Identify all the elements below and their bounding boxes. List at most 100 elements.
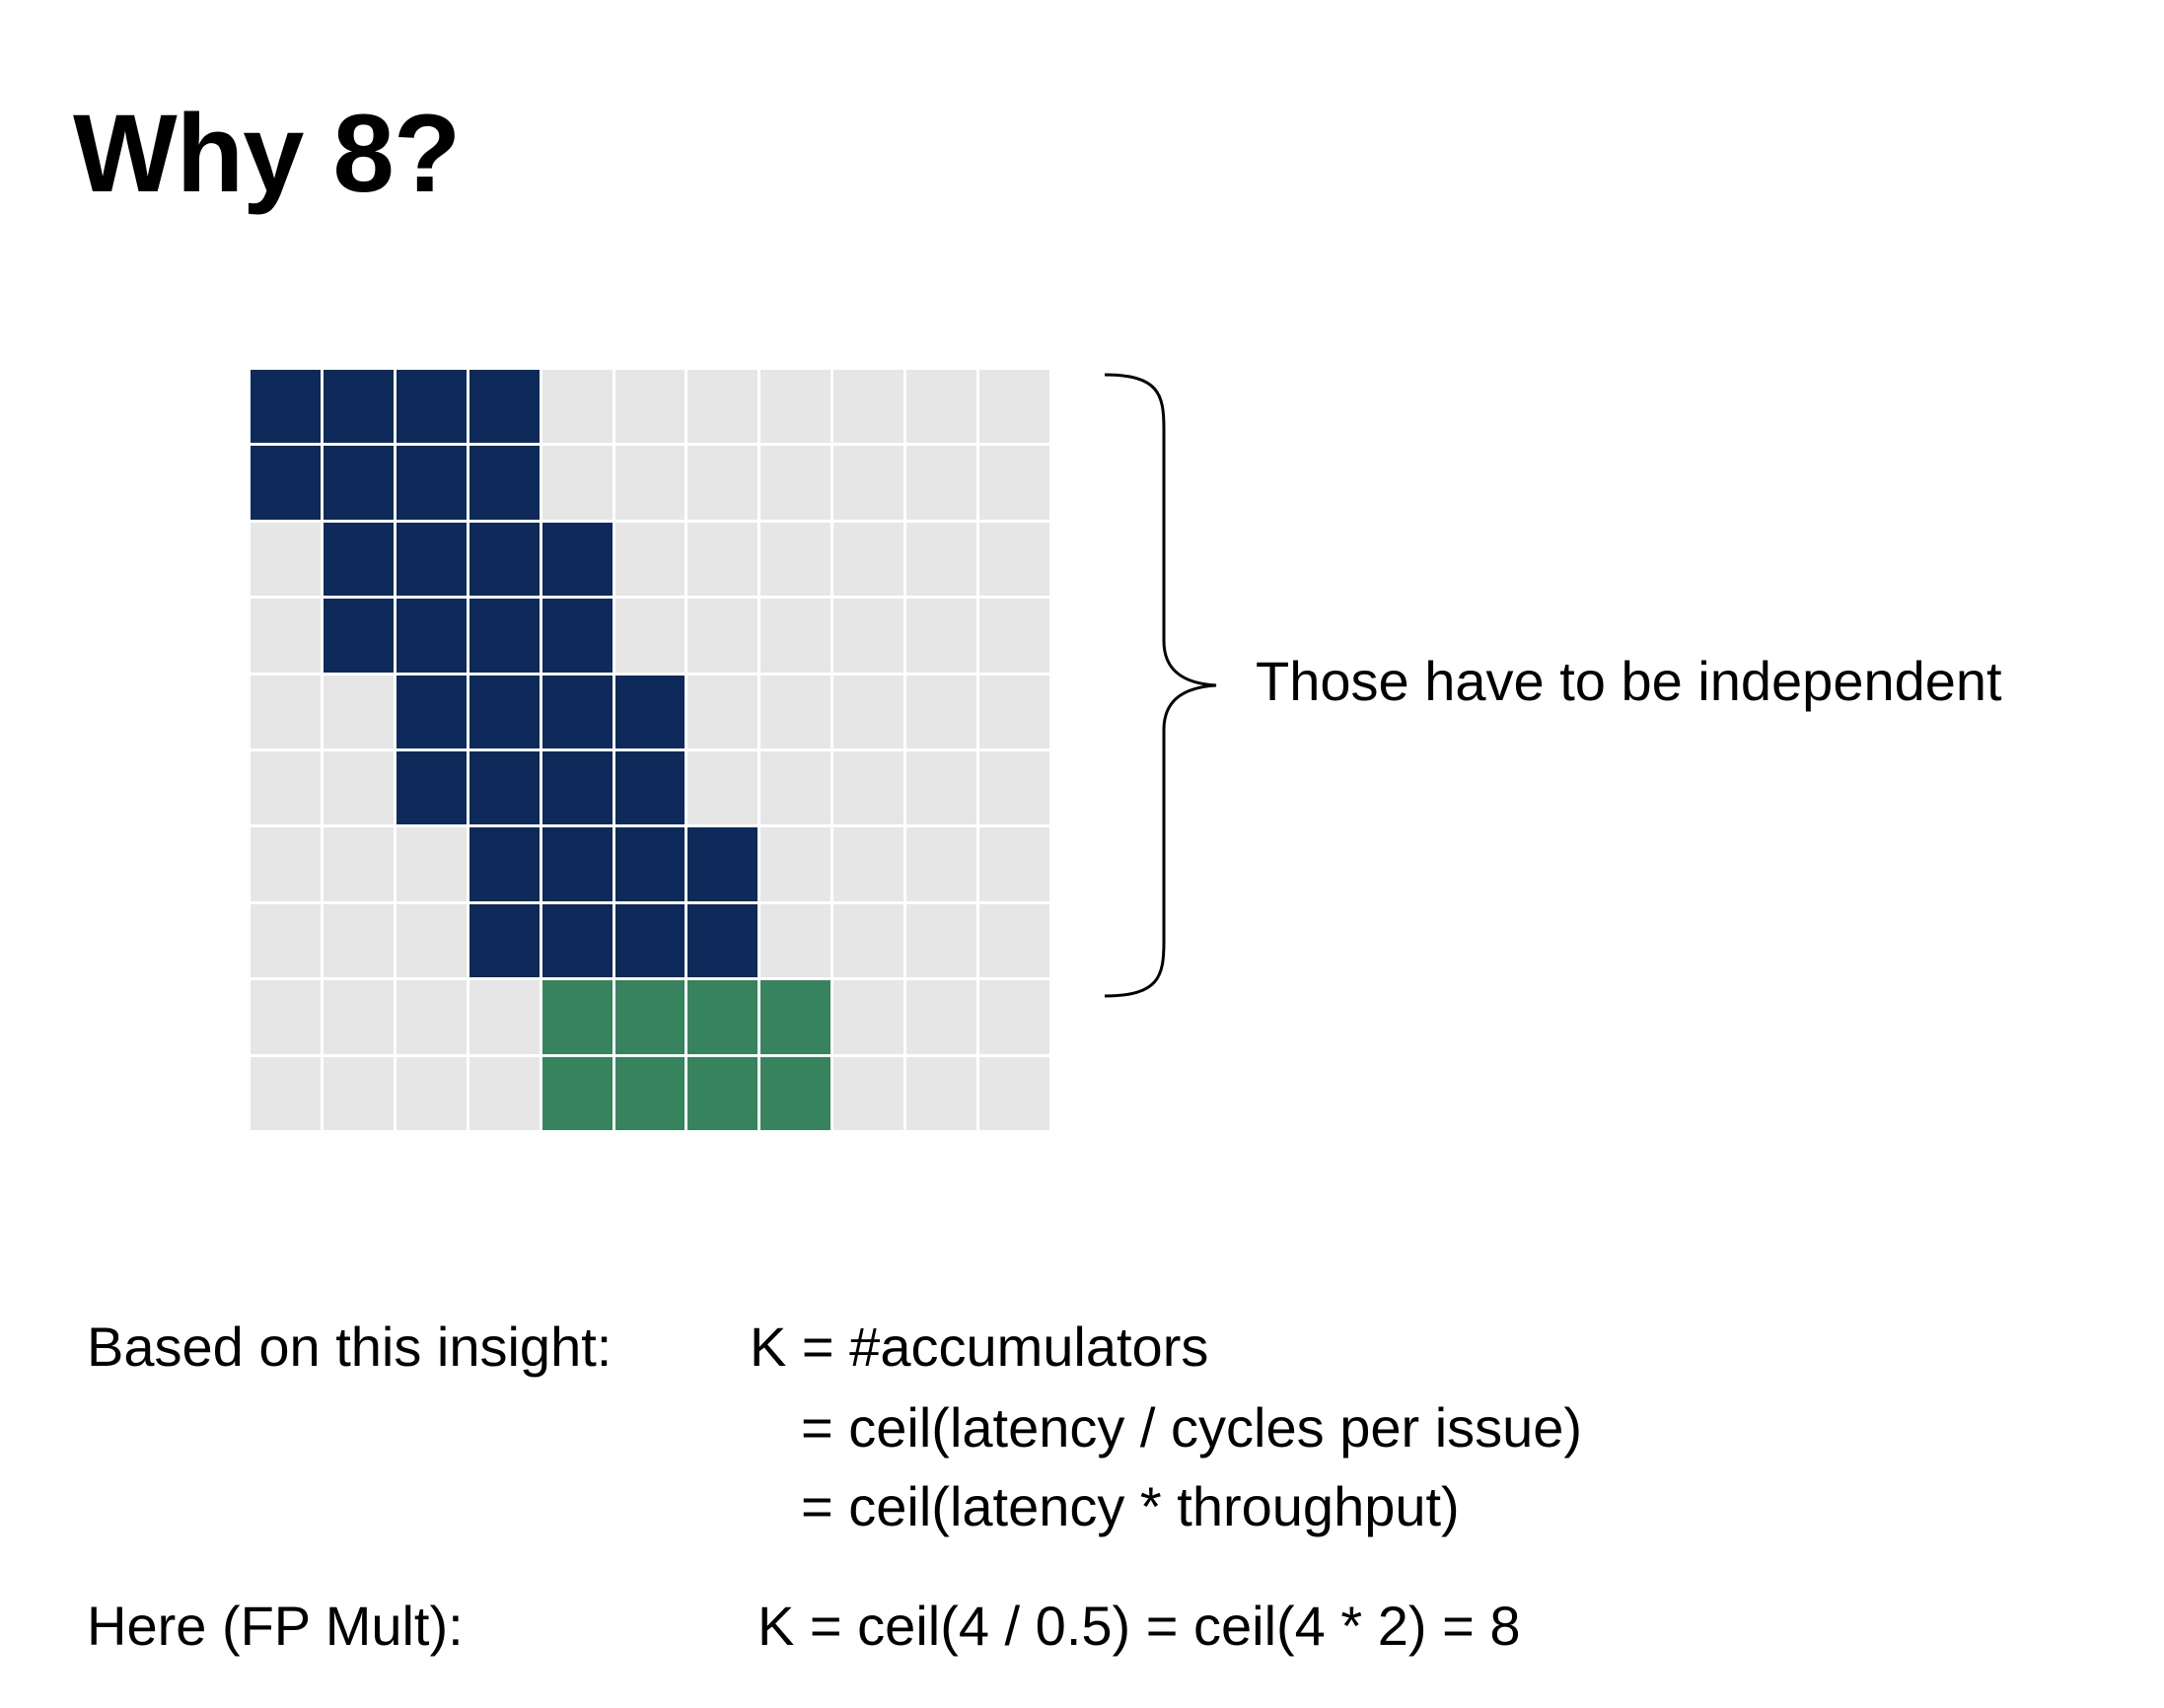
grid-cell-empty (251, 827, 321, 901)
grid-cell-empty (760, 446, 831, 520)
grid-cell-empty (906, 827, 977, 901)
grid-cell-empty (979, 751, 1049, 825)
grid-cell-empty (396, 827, 467, 901)
grid-cell-empty (323, 751, 394, 825)
grid-cell-next-op (760, 1056, 831, 1130)
grid-cell-empty (906, 599, 977, 673)
grid-cell-dependent-op (614, 827, 685, 901)
grid-cell-empty (614, 446, 685, 520)
grid-cell-empty (906, 980, 977, 1054)
grid-cell-empty (251, 522, 321, 597)
grid-cell-empty (469, 1056, 540, 1130)
grid-cell-empty (906, 522, 977, 597)
grid-cell-empty (906, 675, 977, 748)
grid-cell-empty (251, 751, 321, 825)
grid-cell-empty (906, 751, 977, 825)
grid-cell-empty (251, 599, 321, 673)
grid-cell-empty (833, 827, 904, 901)
grid-cell-empty (979, 522, 1049, 597)
grid-cell-dependent-op (614, 675, 685, 748)
grid-cell-dependent-op (396, 446, 467, 520)
grid-cell-empty (687, 675, 758, 748)
grid-cell-empty (979, 370, 1049, 444)
grid-cell-empty (833, 980, 904, 1054)
grid-cell-dependent-op (469, 903, 540, 978)
grid-cell-dependent-op (323, 522, 394, 597)
grid-cell-empty (833, 675, 904, 748)
grid-cell-dependent-op (469, 599, 540, 673)
grid-cell-empty (614, 599, 685, 673)
grid-cell-empty (833, 370, 904, 444)
grid-cell-empty (541, 370, 613, 444)
grid-cell-dependent-op (541, 522, 613, 597)
grid-cell-empty (687, 599, 758, 673)
grid-cell-empty (541, 446, 613, 520)
grid-cell-empty (979, 980, 1049, 1054)
formula-line-1: K = #accumulators (750, 1316, 1209, 1378)
grid-cell-empty (251, 675, 321, 748)
grid-cell-empty (687, 446, 758, 520)
curly-brace (1104, 373, 1217, 998)
grid-cell-next-op (541, 1056, 613, 1130)
grid-cell-next-op (760, 980, 831, 1054)
grid-cell-empty (760, 599, 831, 673)
grid-cell-dependent-op (251, 370, 321, 444)
grid-cell-dependent-op (396, 675, 467, 748)
grid-cell-dependent-op (469, 522, 540, 597)
grid-cell-dependent-op (614, 751, 685, 825)
grid-cell-empty (760, 370, 831, 444)
grid-cell-empty (251, 1056, 321, 1130)
grid-cell-dependent-op (541, 751, 613, 825)
grid-cell-empty (833, 903, 904, 978)
grid-cell-empty (760, 827, 831, 901)
grid-cell-empty (906, 370, 977, 444)
grid-cell-dependent-op (323, 446, 394, 520)
formula-line-2: = ceil(latency / cycles per issue) (801, 1396, 1583, 1459)
grid-cell-empty (323, 980, 394, 1054)
grid-cell-empty (396, 980, 467, 1054)
grid-cell-empty (979, 675, 1049, 748)
grid-cell-empty (760, 675, 831, 748)
grid-cell-empty (687, 522, 758, 597)
formula-line-3: = ceil(latency * throughput) (801, 1475, 1460, 1537)
grid-cell-empty (251, 980, 321, 1054)
grid-cell-dependent-op (614, 903, 685, 978)
grid-cell-dependent-op (541, 599, 613, 673)
grid-cell-empty (833, 599, 904, 673)
grid-cell-empty (760, 751, 831, 825)
grid-cell-empty (906, 446, 977, 520)
grid-cell-next-op (687, 1056, 758, 1130)
grid-cell-empty (906, 1056, 977, 1130)
grid-cell-dependent-op (396, 599, 467, 673)
grid-cell-dependent-op (251, 446, 321, 520)
grid-cell-dependent-op (396, 370, 467, 444)
grid-cell-dependent-op (469, 751, 540, 825)
grid-cell-dependent-op (469, 446, 540, 520)
grid-cell-empty (979, 446, 1049, 520)
grid-cell-dependent-op (541, 903, 613, 978)
grid-cell-dependent-op (396, 522, 467, 597)
brace-label: Those have to be independent (1256, 650, 2002, 712)
grid-cell-dependent-op (469, 370, 540, 444)
grid-cell-empty (760, 522, 831, 597)
grid-cell-dependent-op (541, 675, 613, 748)
grid-cell-empty (469, 980, 540, 1054)
grid-cell-next-op (614, 980, 685, 1054)
grid-cell-empty (323, 675, 394, 748)
grid-cell-dependent-op (687, 827, 758, 901)
grid-cell-empty (687, 370, 758, 444)
grid-cell-empty (979, 827, 1049, 901)
grid-cell-empty (251, 903, 321, 978)
grid-cell-empty (979, 599, 1049, 673)
example-label: Here (FP Mult): (87, 1595, 464, 1657)
grid-cell-empty (396, 1056, 467, 1130)
grid-cell-dependent-op (469, 827, 540, 901)
grid-cell-empty (323, 827, 394, 901)
grid-cell-next-op (687, 980, 758, 1054)
grid-cell-empty (833, 751, 904, 825)
example-formula: K = ceil(4 / 0.5) = ceil(4 * 2) = 8 (757, 1595, 1521, 1657)
grid-cell-dependent-op (541, 827, 613, 901)
grid-cell-dependent-op (396, 751, 467, 825)
grid-cell-next-op (541, 980, 613, 1054)
grid-cell-empty (614, 370, 685, 444)
